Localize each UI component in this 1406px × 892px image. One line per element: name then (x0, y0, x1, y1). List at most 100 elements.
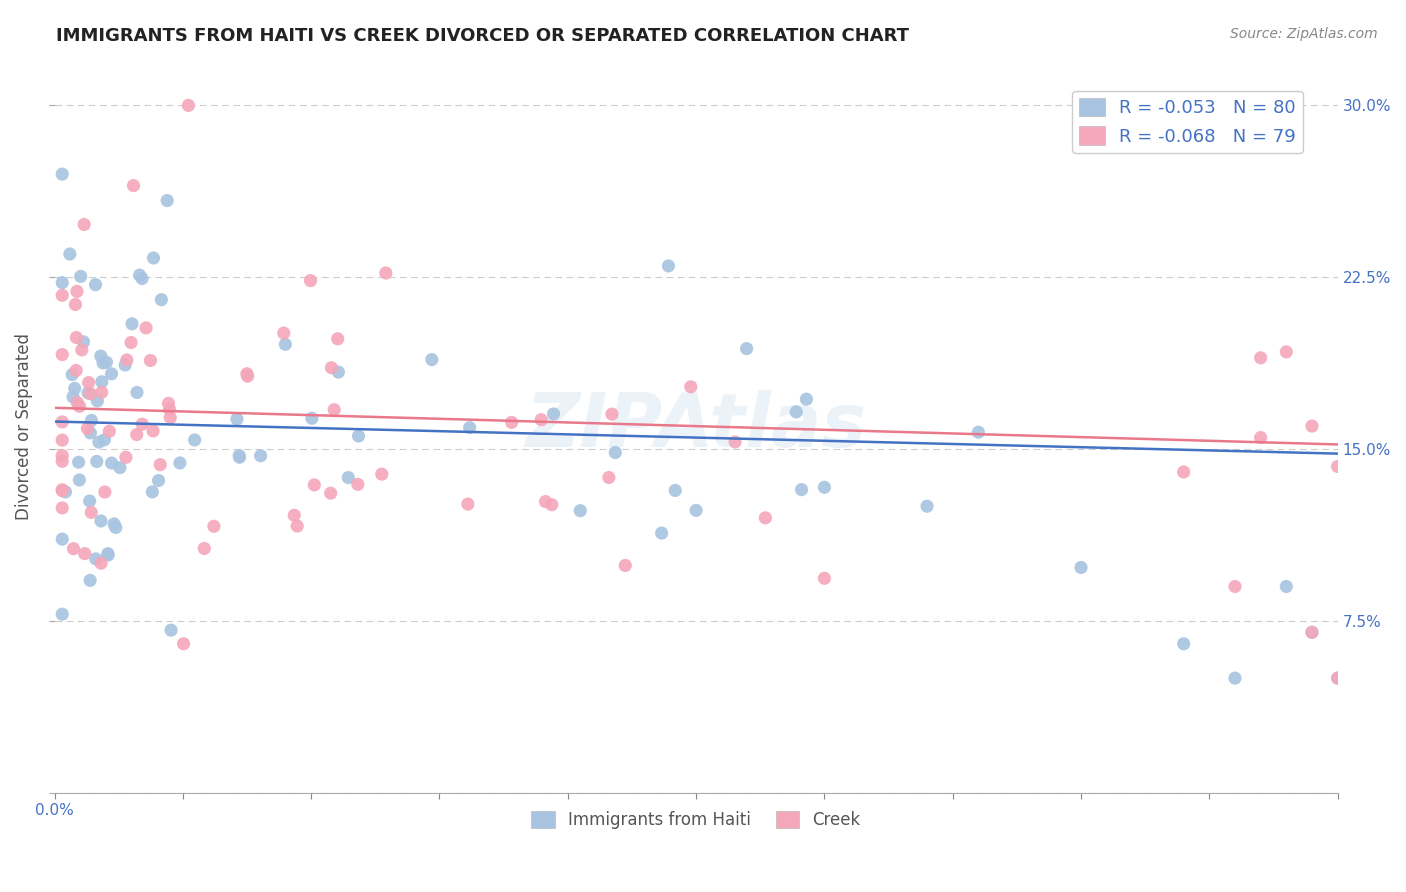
Text: Source: ZipAtlas.com: Source: ZipAtlas.com (1230, 27, 1378, 41)
Point (1223, 579, 1246, 593)
Point (100, 456, 122, 470)
Point (66, 395, 89, 409)
Point (77, 376, 100, 390)
Point (569, 503, 592, 517)
Point (236, 367, 259, 381)
Point (94, 485, 117, 500)
Point (813, 480, 835, 494)
Point (67, 455, 90, 469)
Point (543, 407, 565, 421)
Point (301, 411, 323, 425)
Point (86, 393, 108, 408)
Point (93, 433, 115, 447)
Point (790, 483, 813, 497)
Point (87, 435, 110, 450)
Point (65, 363, 87, 377)
Point (65, 297, 87, 311)
Point (51, 483, 73, 497)
Point (80, 413, 103, 427)
Point (1275, 345, 1298, 359)
Point (967, 425, 990, 440)
Legend: Immigrants from Haiti, Creek: Immigrants from Haiti, Creek (524, 804, 868, 836)
Point (319, 486, 342, 500)
Point (128, 268, 150, 282)
Point (274, 337, 297, 351)
Point (141, 484, 163, 499)
Point (51, 348, 73, 362)
Point (115, 450, 138, 465)
Point (100, 367, 122, 381)
Point (90, 514, 112, 528)
Point (142, 251, 165, 265)
Point (173, 637, 195, 651)
Point (108, 460, 131, 475)
Point (51, 415, 73, 429)
Point (657, 259, 679, 273)
Point (84, 277, 107, 292)
Point (534, 494, 557, 508)
Point (120, 335, 142, 350)
Point (51, 532, 73, 546)
Point (73, 218, 96, 232)
Point (1326, 671, 1348, 685)
Point (1250, 351, 1272, 365)
Point (51, 500, 73, 515)
Point (225, 412, 247, 426)
Point (90, 385, 112, 400)
Point (131, 417, 153, 432)
Point (1326, 459, 1348, 474)
Point (283, 508, 305, 523)
Point (183, 433, 205, 447)
Point (55, 484, 77, 499)
Point (598, 470, 620, 484)
Point (285, 519, 308, 533)
Point (131, 271, 153, 285)
Point (371, 467, 394, 482)
Point (97, 548, 120, 562)
Point (90, 556, 112, 570)
Point (90, 349, 112, 363)
Point (97, 547, 120, 561)
Y-axis label: Divorced or Separated: Divorced or Separated (15, 333, 32, 520)
Point (121, 317, 143, 331)
Point (79, 425, 101, 440)
Point (96, 355, 118, 369)
Point (1173, 465, 1195, 479)
Point (228, 450, 250, 465)
Point (1223, 671, 1246, 685)
Point (785, 405, 807, 419)
Point (115, 353, 138, 368)
Point (69, 399, 91, 413)
Point (59, 247, 82, 261)
Point (796, 392, 818, 406)
Point (420, 352, 443, 367)
Point (614, 558, 637, 573)
Point (79, 574, 101, 588)
Point (605, 445, 627, 459)
Point (159, 402, 181, 417)
Point (90, 375, 112, 389)
Point (160, 623, 183, 637)
Point (77, 386, 100, 401)
Point (51, 607, 73, 622)
Point (159, 410, 181, 425)
Point (540, 498, 562, 512)
Point (114, 358, 136, 372)
Point (73, 547, 96, 561)
Point (1070, 560, 1092, 574)
Point (193, 541, 215, 556)
Point (51, 449, 73, 463)
Point (321, 360, 343, 375)
Point (51, 454, 73, 468)
Point (1326, 671, 1348, 685)
Point (148, 474, 170, 488)
Point (273, 326, 295, 340)
Point (51, 433, 73, 447)
Point (457, 497, 479, 511)
Point (685, 503, 707, 517)
Point (51, 167, 73, 181)
Point (530, 413, 553, 427)
Text: IMMIGRANTS FROM HAITI VS CREEK DIVORCED OR SEPARATED CORRELATION CHART: IMMIGRANTS FROM HAITI VS CREEK DIVORCED … (56, 27, 910, 45)
Point (135, 321, 157, 335)
Point (326, 332, 349, 346)
